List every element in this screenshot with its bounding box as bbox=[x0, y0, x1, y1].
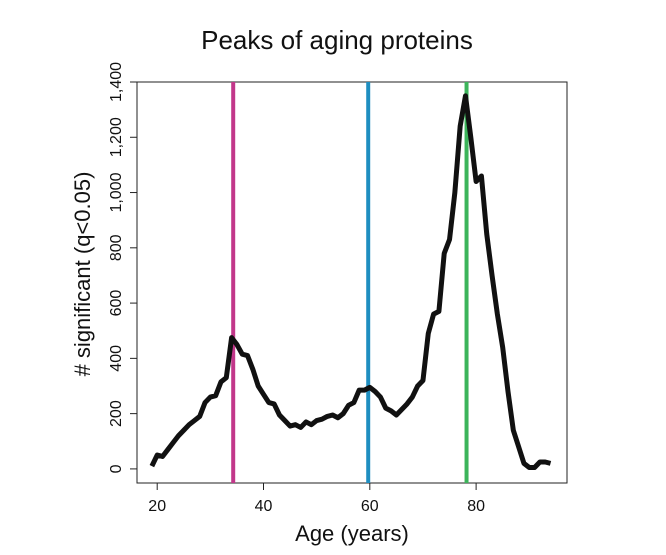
x-axis-label: Age (years) bbox=[295, 521, 409, 546]
y-tick-label: 800 bbox=[108, 234, 125, 261]
y-axis-label: # significant (q<0.05) bbox=[70, 172, 95, 377]
y-tick-label: 1,400 bbox=[108, 62, 125, 102]
x-tick-label: 40 bbox=[255, 498, 273, 515]
plot-frame bbox=[136, 81, 568, 484]
x-tick-label: 60 bbox=[361, 498, 379, 515]
chart-title: Peaks of aging proteins bbox=[201, 25, 473, 55]
y-tick-label: 1,200 bbox=[108, 117, 125, 157]
x-tick-label: 20 bbox=[148, 498, 166, 515]
data-line bbox=[149, 93, 552, 471]
y-tick-label: 600 bbox=[108, 290, 125, 317]
x-tick-label: 80 bbox=[467, 498, 485, 515]
y-tick-label: 400 bbox=[108, 345, 125, 372]
y-tick-label: 1,000 bbox=[108, 172, 125, 212]
y-tick-label: 0 bbox=[108, 464, 125, 473]
y-tick-label: 200 bbox=[108, 400, 125, 427]
